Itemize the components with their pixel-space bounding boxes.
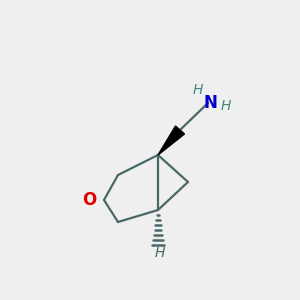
Text: H: H [155,246,165,260]
Text: O: O [82,191,96,209]
Text: N: N [203,94,217,112]
Text: H: H [193,83,203,97]
Text: H: H [221,99,231,113]
Polygon shape [158,126,184,155]
